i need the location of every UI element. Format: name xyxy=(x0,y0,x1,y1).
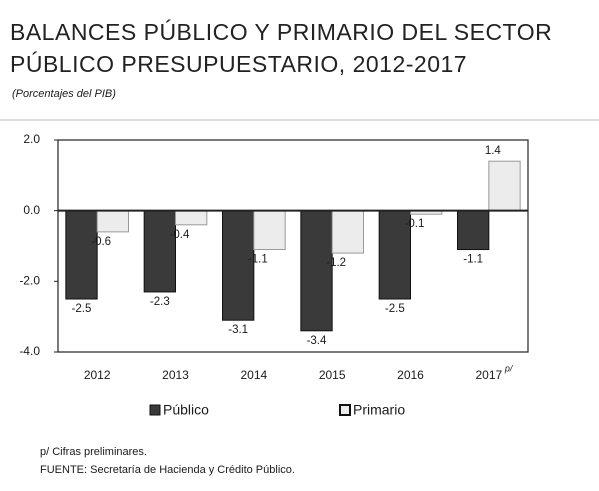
x-tick-label: 2017 xyxy=(475,368,502,382)
value-label: -3.1 xyxy=(228,324,248,336)
value-label: -0.6 xyxy=(91,236,111,248)
y-tick-label: -4.0 xyxy=(19,344,40,358)
value-label: -2.5 xyxy=(385,303,405,315)
bar xyxy=(300,210,333,332)
value-label: -0.1 xyxy=(405,218,425,230)
value-label: -0.4 xyxy=(170,229,190,241)
x-tick-label: 2012 xyxy=(84,368,111,382)
y-tick-label: 2.0 xyxy=(23,132,40,146)
x-tick-label: 2013 xyxy=(162,368,189,382)
bar xyxy=(65,210,98,300)
legend-label: Primario xyxy=(353,402,405,418)
bar xyxy=(457,210,490,251)
value-label: -2.5 xyxy=(72,303,92,315)
bar xyxy=(253,210,286,251)
footnote: p/ Cifras preliminares. xyxy=(40,446,147,458)
legend-swatch xyxy=(149,404,161,416)
x-tick-label: 2016 xyxy=(397,368,424,382)
x-tick-label: 2015 xyxy=(319,368,346,382)
bar xyxy=(96,210,129,233)
y-tick-label: 0.0 xyxy=(23,203,40,217)
value-label: 1.4 xyxy=(485,145,502,157)
chart-title: BALANCES PÚBLICO Y PRIMARIO DEL SECTOR xyxy=(10,19,552,45)
plot-frame xyxy=(57,139,529,353)
x-tick-superscript: p/ xyxy=(504,363,514,373)
chart-title: PÚBLICO PRESUPUESTARIO, 2012-2017 xyxy=(10,51,467,77)
bar xyxy=(488,160,521,212)
value-label: -3.4 xyxy=(307,335,327,347)
legend-label: Público xyxy=(163,402,209,418)
legend-swatch xyxy=(339,404,351,416)
value-label: -1.2 xyxy=(326,257,346,269)
bar xyxy=(378,210,411,300)
bar xyxy=(222,210,255,321)
chart-subtitle: (Porcentajes del PIB) xyxy=(12,88,116,100)
value-label: -1.1 xyxy=(248,254,268,266)
bar xyxy=(175,210,208,226)
value-label: -2.3 xyxy=(150,296,170,308)
y-tick-label: -2.0 xyxy=(19,274,40,288)
bar xyxy=(331,210,364,254)
x-tick-label: 2014 xyxy=(240,368,267,382)
bar xyxy=(143,210,177,293)
value-label: -1.1 xyxy=(463,254,483,266)
footnote: FUENTE: Secretaría de Hacienda y Crédito… xyxy=(40,464,295,476)
